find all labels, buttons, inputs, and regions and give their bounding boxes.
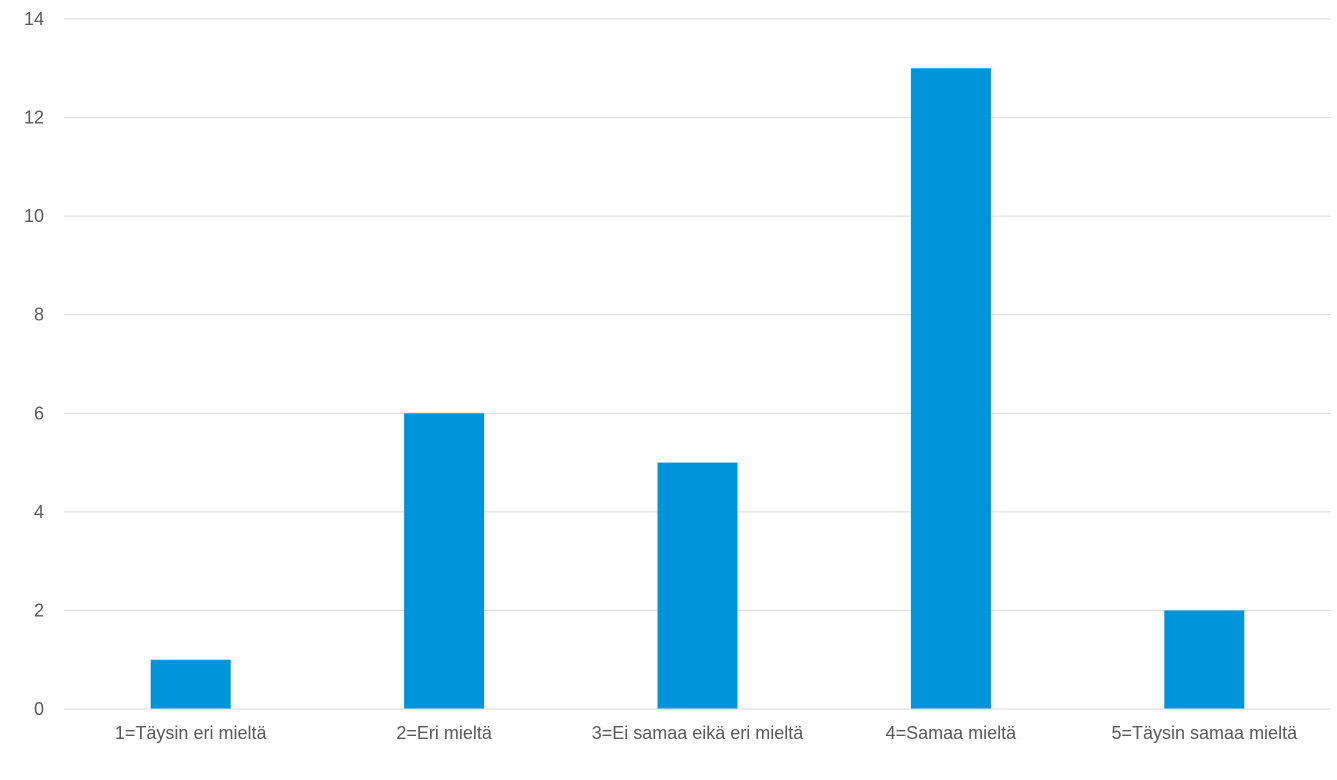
x-tick-label: 2=Eri mieltä <box>396 723 493 743</box>
y-tick-label: 14 <box>24 9 44 29</box>
bar <box>404 413 485 709</box>
y-tick-label: 2 <box>34 600 44 620</box>
y-tick-label: 12 <box>24 108 44 128</box>
x-tick-label: 5=Täysin samaa mieltä <box>1112 723 1299 743</box>
x-tick-label: 3=Ei samaa eikä eri mieltä <box>592 723 805 743</box>
y-tick-label: 8 <box>34 305 44 325</box>
x-tick-label: 4=Samaa mieltä <box>886 723 1018 743</box>
y-tick-label: 10 <box>24 206 44 226</box>
bar <box>657 462 738 709</box>
y-tick-label: 0 <box>34 699 44 719</box>
gridlines <box>64 18 1331 611</box>
bar <box>150 659 231 709</box>
x-axis-tick-labels: 1=Täysin eri mieltä 2=Eri mieltä 3=Ei sama… <box>115 723 1298 743</box>
x-tick-label: 1=Täysin eri mieltä <box>115 723 268 743</box>
bar <box>1164 610 1245 709</box>
bars <box>150 68 1245 710</box>
y-axis-tick-labels: 0 2 4 6 8 10 12 14 <box>24 9 44 719</box>
y-tick-label: 6 <box>34 403 44 423</box>
y-tick-label: 4 <box>34 502 44 522</box>
bar <box>910 68 991 710</box>
